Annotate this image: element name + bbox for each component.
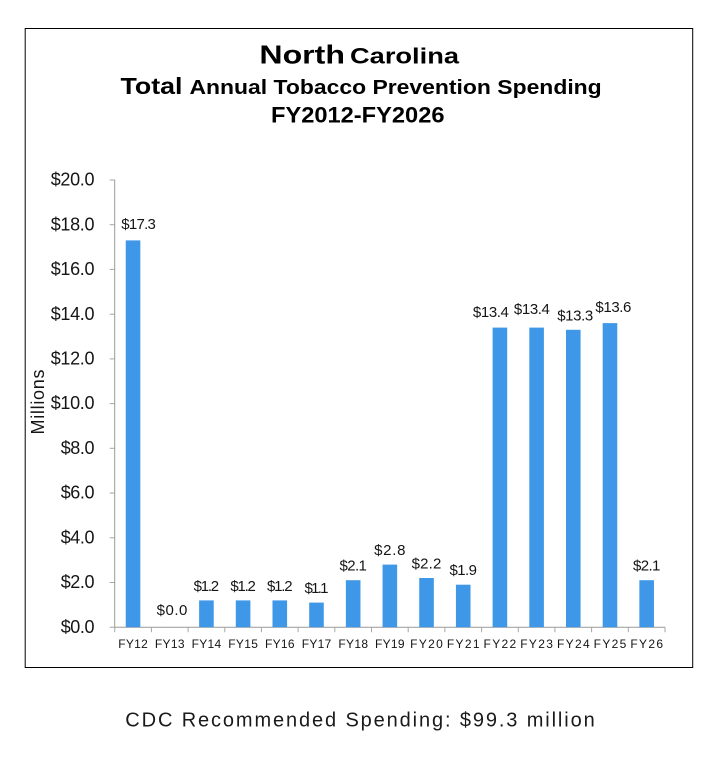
svg-text:FY19: FY19 [375,637,405,651]
svg-text:$2.1: $2.1 [340,558,367,575]
svg-text:North: North [259,39,345,69]
svg-text:FY17: FY17 [302,637,332,651]
svg-text:Total: Total [121,73,183,99]
svg-text:$4.0: $4.0 [61,527,95,547]
svg-text:$14.0: $14.0 [51,304,95,324]
svg-text:FY21: FY21 [447,637,480,651]
svg-text:$16.0: $16.0 [51,259,95,279]
svg-text:FY16: FY16 [265,637,295,651]
svg-text:FY13: FY13 [155,637,185,651]
svg-text:$13.6: $13.6 [595,299,631,316]
svg-text:FY12: FY12 [118,637,148,651]
svg-text:Carolina: Carolina [350,43,460,68]
svg-text:$20.0: $20.0 [51,170,95,190]
svg-text:$2.0: $2.0 [61,572,95,592]
svg-text:CDC Recommended Spending: $99.: CDC Recommended Spending: $99.3 million [125,710,594,732]
svg-text:$13.3: $13.3 [557,308,593,325]
svg-text:$1.2: $1.2 [267,578,293,595]
svg-text:$1.2: $1.2 [194,578,220,595]
svg-text:FY23: FY23 [520,637,553,651]
svg-text:FY26: FY26 [630,637,663,651]
svg-text:$2.8: $2.8 [374,542,405,559]
svg-text:$17.3: $17.3 [121,216,156,233]
svg-text:$0.0: $0.0 [61,617,95,637]
svg-text:$1.9: $1.9 [449,562,477,579]
svg-text:FY14: FY14 [192,637,222,651]
svg-text:FY20: FY20 [410,637,443,651]
svg-text:$13.4: $13.4 [514,301,550,318]
svg-text:$6.0: $6.0 [61,483,95,503]
svg-text:FY25: FY25 [594,637,627,651]
svg-text:$2.2: $2.2 [412,556,442,573]
svg-text:FY15: FY15 [228,637,258,651]
svg-text:FY24: FY24 [557,637,590,651]
svg-text:$1.2: $1.2 [230,578,256,595]
svg-text:Annual Tobacco Prevention Spen: Annual Tobacco Prevention Spending [190,77,602,99]
svg-text:FY22: FY22 [484,637,517,651]
svg-text:$0.0: $0.0 [157,602,188,619]
svg-text:$10.0: $10.0 [51,393,95,413]
svg-text:Millions: Millions [28,370,48,435]
svg-text:$12.0: $12.0 [51,349,95,369]
svg-text:FY2012-FY2026: FY2012-FY2026 [271,103,445,128]
svg-text:$8.0: $8.0 [61,438,95,458]
svg-text:$1.1: $1.1 [305,580,329,597]
svg-text:$13.4: $13.4 [473,304,509,321]
svg-text:FY18: FY18 [338,637,368,651]
svg-text:$18.0: $18.0 [51,214,95,234]
svg-text:$2.1: $2.1 [633,558,660,575]
